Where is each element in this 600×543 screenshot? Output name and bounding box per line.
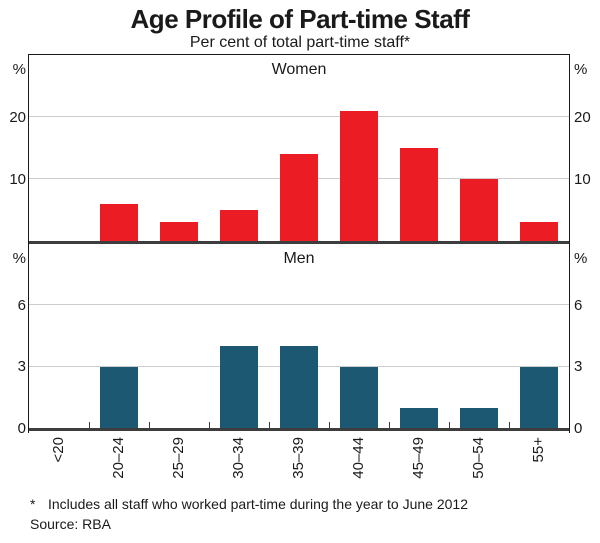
bar-women-40–44 bbox=[340, 110, 378, 241]
bar-women-55+ bbox=[520, 222, 558, 241]
gridline bbox=[29, 304, 569, 306]
x-tick-label: 35–39 bbox=[290, 437, 307, 479]
y-tick-label: 3 bbox=[574, 358, 583, 376]
y-tick-label: 6 bbox=[17, 296, 26, 314]
women-panel: Women bbox=[29, 55, 569, 244]
bar-women-35–39 bbox=[280, 154, 318, 241]
y-tick-label: 3 bbox=[17, 358, 26, 376]
x-axis-tick bbox=[449, 422, 450, 428]
x-axis-tick bbox=[329, 422, 330, 428]
footnote-marker: * bbox=[30, 496, 36, 512]
bar-women-30–34 bbox=[220, 210, 258, 241]
x-tick-label: 40–44 bbox=[349, 437, 367, 479]
bar-men-50–54 bbox=[460, 407, 498, 428]
men-panel: Men bbox=[29, 244, 569, 431]
bar-women-45–49 bbox=[400, 148, 438, 241]
x-axis-tick bbox=[209, 422, 210, 428]
y-tick-label: 0 bbox=[17, 419, 26, 437]
x-tick-label: 25–29 bbox=[170, 437, 188, 479]
x-axis-tick bbox=[509, 422, 510, 428]
y-tick-label: 10 bbox=[9, 170, 26, 188]
bar-women-20–24 bbox=[100, 203, 138, 241]
y-tick-label: 20 bbox=[574, 108, 591, 126]
x-tick-label: 55+ bbox=[529, 437, 547, 463]
chart-subtitle: Per cent of total part-time staff* bbox=[189, 34, 411, 51]
y-tick-label: 20 bbox=[9, 108, 26, 126]
x-tick-label: 20–24 bbox=[110, 437, 128, 479]
panel-label: Women bbox=[271, 61, 327, 78]
x-tick-label: 30–34 bbox=[230, 437, 248, 479]
y-axis-unit: % bbox=[574, 249, 588, 267]
bar-women-25–29 bbox=[160, 222, 198, 241]
chart-title: Age Profile of Part-time Staff bbox=[130, 4, 470, 34]
bar-women-50–54 bbox=[460, 179, 498, 241]
footnote: * Includes all staff who worked part-time… bbox=[30, 496, 590, 512]
bar-men-45–49 bbox=[400, 407, 438, 428]
y-tick-label: 0 bbox=[574, 419, 583, 437]
x-tick-label: <20 bbox=[50, 437, 68, 463]
bar-men-55+ bbox=[520, 366, 558, 428]
y-axis-unit: % bbox=[12, 60, 26, 78]
bar-men-35–39 bbox=[280, 346, 318, 428]
y-tick-label: 6 bbox=[574, 296, 583, 314]
y-tick-label: 10 bbox=[574, 170, 591, 188]
footnote-text: Includes all staff who worked part-time … bbox=[48, 496, 468, 512]
bar-men-20–24 bbox=[100, 366, 138, 428]
plot-frame: Women Men bbox=[28, 54, 570, 433]
x-axis-tick bbox=[149, 422, 150, 428]
x-axis-tick bbox=[269, 422, 270, 428]
x-tick-label: 45–49 bbox=[409, 437, 427, 479]
y-axis-unit: % bbox=[12, 249, 26, 267]
y-axis-unit: % bbox=[574, 60, 588, 78]
x-axis-tick bbox=[389, 422, 390, 428]
bar-men-40–44 bbox=[340, 366, 378, 428]
source-note: Source: RBA bbox=[30, 516, 111, 532]
x-tick-label: 50–54 bbox=[469, 437, 487, 479]
panel-label: Men bbox=[283, 250, 315, 267]
x-axis-tick bbox=[89, 422, 90, 428]
bar-men-30–34 bbox=[220, 346, 258, 428]
gridline bbox=[29, 116, 569, 117]
